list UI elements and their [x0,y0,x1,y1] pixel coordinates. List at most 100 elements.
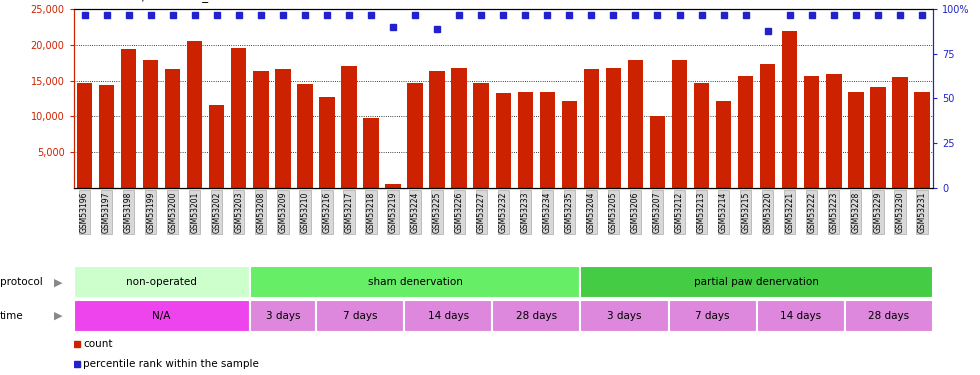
Text: GSM53206: GSM53206 [631,191,640,233]
Text: GDS1840 / 1367977_at: GDS1840 / 1367977_at [83,0,221,2]
Bar [253,71,269,188]
Text: GSM53213: GSM53213 [697,191,706,233]
Bar [870,87,886,188]
Bar [404,300,492,332]
Text: GSM53212: GSM53212 [675,191,684,232]
Text: count: count [83,339,113,349]
Text: GSM53203: GSM53203 [234,191,243,233]
Text: GSM53231: GSM53231 [917,191,926,233]
Text: GSM53230: GSM53230 [896,191,905,233]
Text: partial paw denervation: partial paw denervation [694,277,819,287]
Bar [562,101,577,188]
Text: 7 days: 7 days [696,311,730,321]
Text: GSM53224: GSM53224 [411,191,419,233]
Bar [848,92,863,188]
Bar [672,60,687,188]
Bar [473,83,489,188]
Text: GSM53218: GSM53218 [367,191,375,232]
Bar [231,48,247,188]
Bar [540,92,555,188]
Text: GSM53208: GSM53208 [257,191,266,233]
Bar [668,300,757,332]
Text: GSM53222: GSM53222 [808,191,816,232]
Text: GSM53200: GSM53200 [169,191,177,233]
Text: GSM53209: GSM53209 [278,191,287,233]
Text: GSM53233: GSM53233 [520,191,530,233]
Bar [187,41,203,188]
Bar [716,101,731,188]
Bar [845,300,933,332]
Text: GSM53214: GSM53214 [719,191,728,233]
Bar [275,69,290,188]
Bar [580,266,933,298]
Text: 28 days: 28 days [515,311,557,321]
Bar [408,83,422,188]
Bar [738,76,754,188]
Bar [628,60,643,188]
Bar [760,63,775,188]
Text: GSM53199: GSM53199 [146,191,155,233]
Bar [804,76,819,188]
Bar [580,300,668,332]
Text: ▶: ▶ [54,277,63,287]
Text: 3 days: 3 days [266,311,300,321]
Text: GSM53202: GSM53202 [213,191,221,233]
Bar [250,300,316,332]
Bar [297,84,313,188]
Text: GSM53221: GSM53221 [785,191,794,232]
Text: GSM53201: GSM53201 [190,191,199,233]
Bar [143,60,159,188]
Text: sham denervation: sham denervation [368,277,463,287]
Bar [914,92,930,188]
Bar [76,83,92,188]
Text: 28 days: 28 days [868,311,909,321]
Bar [606,68,621,188]
Text: GSM53196: GSM53196 [80,191,89,233]
Bar [319,97,334,188]
Text: 3 days: 3 days [608,311,642,321]
Text: N/A: N/A [153,311,171,321]
Text: GSM53219: GSM53219 [388,191,398,233]
Bar [341,66,357,188]
Bar [250,266,580,298]
Bar [74,266,250,298]
Bar [165,69,180,188]
Bar [209,105,224,188]
Bar [892,77,907,188]
Text: GSM53198: GSM53198 [124,191,133,233]
Bar [782,31,798,188]
Bar [492,300,580,332]
Bar [364,118,378,188]
Bar [121,49,136,188]
Text: time: time [0,311,24,321]
Text: 14 days: 14 days [427,311,468,321]
Bar [694,84,710,188]
Text: GSM53215: GSM53215 [741,191,750,233]
Bar [429,70,445,188]
Text: GSM53235: GSM53235 [564,191,574,233]
Text: GSM53217: GSM53217 [344,191,354,233]
Text: protocol: protocol [0,277,43,287]
Text: 7 days: 7 days [343,311,377,321]
Bar [316,300,404,332]
Text: GSM53207: GSM53207 [653,191,662,233]
Text: GSM53204: GSM53204 [587,191,596,233]
Text: GSM53220: GSM53220 [763,191,772,233]
Bar [74,300,250,332]
Bar [584,69,599,188]
Text: GSM53227: GSM53227 [476,191,486,233]
Text: 14 days: 14 days [780,311,821,321]
Text: ▶: ▶ [54,311,63,321]
Bar [826,74,842,188]
Text: GSM53229: GSM53229 [873,191,882,233]
Bar [757,300,845,332]
Bar [452,68,466,188]
Text: GSM53234: GSM53234 [543,191,552,233]
Text: GSM53232: GSM53232 [499,191,508,233]
Text: GSM53223: GSM53223 [829,191,838,233]
Text: GSM53197: GSM53197 [102,191,111,233]
Text: percentile rank within the sample: percentile rank within the sample [83,359,259,369]
Text: GSM53226: GSM53226 [455,191,464,233]
Text: non-operated: non-operated [126,277,197,287]
Text: GSM53228: GSM53228 [852,191,860,232]
